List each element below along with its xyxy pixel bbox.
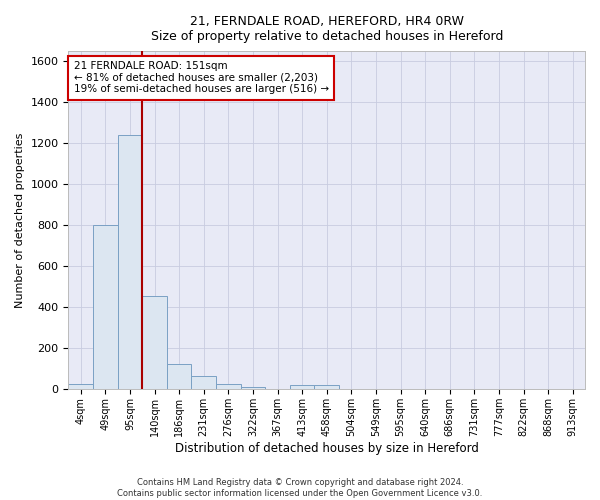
Bar — [314, 385, 339, 390]
Bar — [290, 385, 314, 390]
Bar — [241, 387, 265, 390]
Title: 21, FERNDALE ROAD, HEREFORD, HR4 0RW
Size of property relative to detached house: 21, FERNDALE ROAD, HEREFORD, HR4 0RW Siz… — [151, 15, 503, 43]
X-axis label: Distribution of detached houses by size in Hereford: Distribution of detached houses by size … — [175, 442, 479, 455]
Bar — [118, 135, 142, 390]
Bar — [68, 384, 93, 390]
Text: 21 FERNDALE ROAD: 151sqm
← 81% of detached houses are smaller (2,203)
19% of sem: 21 FERNDALE ROAD: 151sqm ← 81% of detach… — [74, 62, 329, 94]
Bar — [167, 364, 191, 390]
Bar — [191, 376, 216, 390]
Bar — [142, 296, 167, 390]
Bar — [93, 226, 118, 390]
Bar — [216, 384, 241, 390]
Y-axis label: Number of detached properties: Number of detached properties — [15, 132, 25, 308]
Text: Contains HM Land Registry data © Crown copyright and database right 2024.
Contai: Contains HM Land Registry data © Crown c… — [118, 478, 482, 498]
